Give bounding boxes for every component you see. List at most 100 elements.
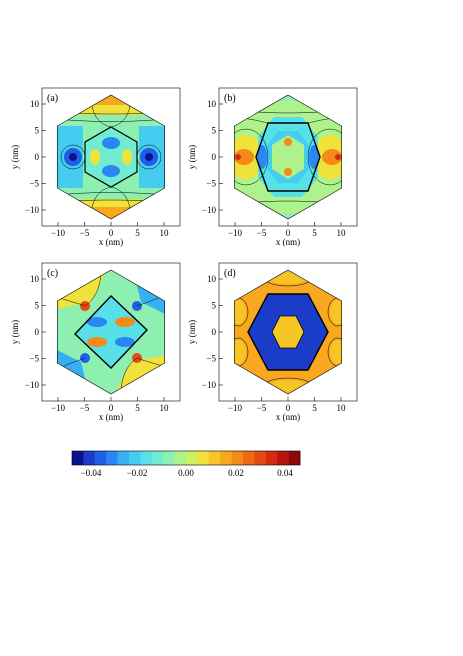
x-tick-label: 0 bbox=[109, 228, 114, 238]
x-tick-label: 10 bbox=[160, 228, 170, 238]
colorbar-swatch bbox=[254, 451, 267, 465]
y-tick-label: 0 bbox=[212, 152, 217, 162]
colorbar-swatch bbox=[265, 451, 278, 465]
y-tick-label: −5 bbox=[29, 179, 39, 189]
colorbar-labels: −0.04 −0.02 0.00 0.02 0.04 bbox=[81, 468, 294, 478]
colorbar-tick-label: −0.02 bbox=[127, 468, 148, 478]
panel-a-y-ticks: 10 5 0 −5 −10 bbox=[25, 99, 46, 215]
x-tick-label: 10 bbox=[337, 228, 347, 238]
x-tick-label: 5 bbox=[312, 228, 317, 238]
y-tick-label: 0 bbox=[35, 327, 40, 337]
y-tick-label: 5 bbox=[35, 301, 40, 311]
panel-d: (d) −10 −5 0 5 10 10 5 0 −5 −10 x (nm) y (nm) bbox=[187, 262, 358, 422]
y-tick-label: −5 bbox=[29, 354, 39, 364]
panel-b-xlabel: x (nm) bbox=[276, 237, 300, 247]
panel-a-ylabel: y (nm) bbox=[10, 145, 20, 169]
panel-c-y-ticks: 10 5 0 −5 −10 bbox=[25, 274, 46, 390]
x-tick-label: −5 bbox=[80, 228, 90, 238]
colorbar-swatch bbox=[186, 451, 198, 465]
colorbar-swatch bbox=[129, 451, 141, 465]
colorbar-swatch bbox=[231, 451, 244, 465]
y-tick-label: 10 bbox=[30, 274, 40, 284]
colorbar-swatch bbox=[151, 451, 164, 465]
x-tick-label: −10 bbox=[51, 403, 66, 413]
x-tick-label: −5 bbox=[257, 403, 267, 413]
panel-d-x-ticks: −10 −5 0 5 10 bbox=[228, 397, 346, 413]
panel-b-ylabel: y (nm) bbox=[187, 145, 197, 169]
colorbar-tick-label: 0.04 bbox=[277, 468, 293, 478]
colorbar-tick-label: 0.00 bbox=[178, 468, 194, 478]
y-tick-label: 10 bbox=[207, 99, 217, 109]
colorbar-swatch bbox=[140, 451, 153, 465]
panel-a-hexagon-outline bbox=[56, 94, 166, 220]
y-tick-label: 5 bbox=[35, 126, 40, 136]
y-tick-label: 5 bbox=[212, 126, 217, 136]
colorbar-tick-label: 0.02 bbox=[228, 468, 244, 478]
x-tick-label: 5 bbox=[312, 403, 317, 413]
x-tick-label: 0 bbox=[286, 403, 291, 413]
x-tick-label: 0 bbox=[109, 403, 114, 413]
panel-b: (b) −10 −5 0 5 10 10 5 0 −5 −10 x (nm) y (nm) bbox=[187, 87, 358, 247]
x-tick-label: −5 bbox=[80, 403, 90, 413]
colorbar-swatch bbox=[163, 451, 175, 465]
colorbar: −0.04 −0.02 0.00 0.02 0.04 bbox=[71, 450, 301, 478]
x-tick-label: −10 bbox=[228, 403, 243, 413]
panel-a-xlabel: x (nm) bbox=[99, 237, 123, 247]
y-tick-label: 10 bbox=[207, 274, 217, 284]
colorbar-swatch bbox=[243, 451, 255, 465]
panel-b-field bbox=[234, 95, 342, 219]
y-tick-label: 5 bbox=[212, 301, 217, 311]
panel-c: (c) −10 −5 0 5 10 10 5 0 −5 −10 x (nm) y (nm) bbox=[10, 262, 181, 422]
panel-a-x-ticks: −10 −5 0 5 10 bbox=[51, 222, 169, 238]
y-tick-label: −10 bbox=[202, 380, 217, 390]
colorbar-swatch bbox=[277, 451, 289, 465]
x-tick-label: −10 bbox=[228, 228, 243, 238]
panel-b-y-ticks: 10 5 0 −5 −10 bbox=[202, 99, 223, 215]
colorbar-swatch bbox=[174, 451, 187, 465]
colorbar-swatch bbox=[106, 451, 118, 465]
colorbar-swatch bbox=[288, 451, 301, 465]
panel-c-ylabel: y (nm) bbox=[10, 320, 20, 344]
colorbar-swatch bbox=[208, 451, 221, 465]
panel-a: (a) −10 −5 0 5 10 10 5 0 −5 −10 x (nm) y (nm) bbox=[10, 87, 181, 247]
y-tick-label: −10 bbox=[202, 205, 217, 215]
colorbar-swatch bbox=[220, 451, 232, 465]
x-tick-label: 10 bbox=[337, 403, 347, 413]
x-tick-label: −5 bbox=[257, 228, 267, 238]
y-tick-label: 0 bbox=[212, 327, 217, 337]
colorbar-swatch bbox=[94, 451, 107, 465]
panel-c-x-ticks: −10 −5 0 5 10 bbox=[51, 397, 169, 413]
colorbar-tick-label: −0.04 bbox=[81, 468, 102, 478]
panel-d-ylabel: y (nm) bbox=[187, 320, 197, 344]
panel-d-hexagon-outline bbox=[233, 269, 343, 395]
panel-b-hexagon-outline bbox=[233, 94, 343, 220]
x-tick-label: −10 bbox=[51, 228, 66, 238]
panel-b-label: (b) bbox=[224, 93, 236, 104]
panel-d-field bbox=[234, 270, 342, 394]
panel-c-field bbox=[57, 270, 165, 394]
panel-d-xlabel: x (nm) bbox=[276, 412, 300, 422]
x-tick-label: 5 bbox=[135, 403, 140, 413]
panel-c-hexagon-outline bbox=[56, 269, 166, 395]
panel-a-field bbox=[57, 95, 165, 219]
panel-c-xlabel: x (nm) bbox=[99, 412, 123, 422]
x-tick-label: 10 bbox=[160, 403, 170, 413]
panel-b-x-ticks: −10 −5 0 5 10 bbox=[228, 222, 346, 238]
colorbar-swatch bbox=[117, 451, 130, 465]
panel-a-label: (a) bbox=[47, 93, 58, 104]
x-tick-label: 0 bbox=[286, 228, 291, 238]
y-tick-label: 0 bbox=[35, 152, 40, 162]
x-tick-label: 5 bbox=[135, 228, 140, 238]
y-tick-label: −10 bbox=[25, 205, 40, 215]
y-tick-label: −5 bbox=[206, 179, 216, 189]
colorbar-frame bbox=[71, 450, 301, 466]
y-tick-label: −5 bbox=[206, 354, 216, 364]
colorbar-swatches bbox=[72, 451, 301, 465]
panel-c-label: (c) bbox=[47, 268, 58, 279]
panel-d-y-ticks: 10 5 0 −5 −10 bbox=[202, 274, 223, 390]
y-tick-label: −10 bbox=[25, 380, 40, 390]
colorbar-swatch bbox=[72, 451, 84, 465]
colorbar-swatch bbox=[197, 451, 210, 465]
y-tick-label: 10 bbox=[30, 99, 40, 109]
